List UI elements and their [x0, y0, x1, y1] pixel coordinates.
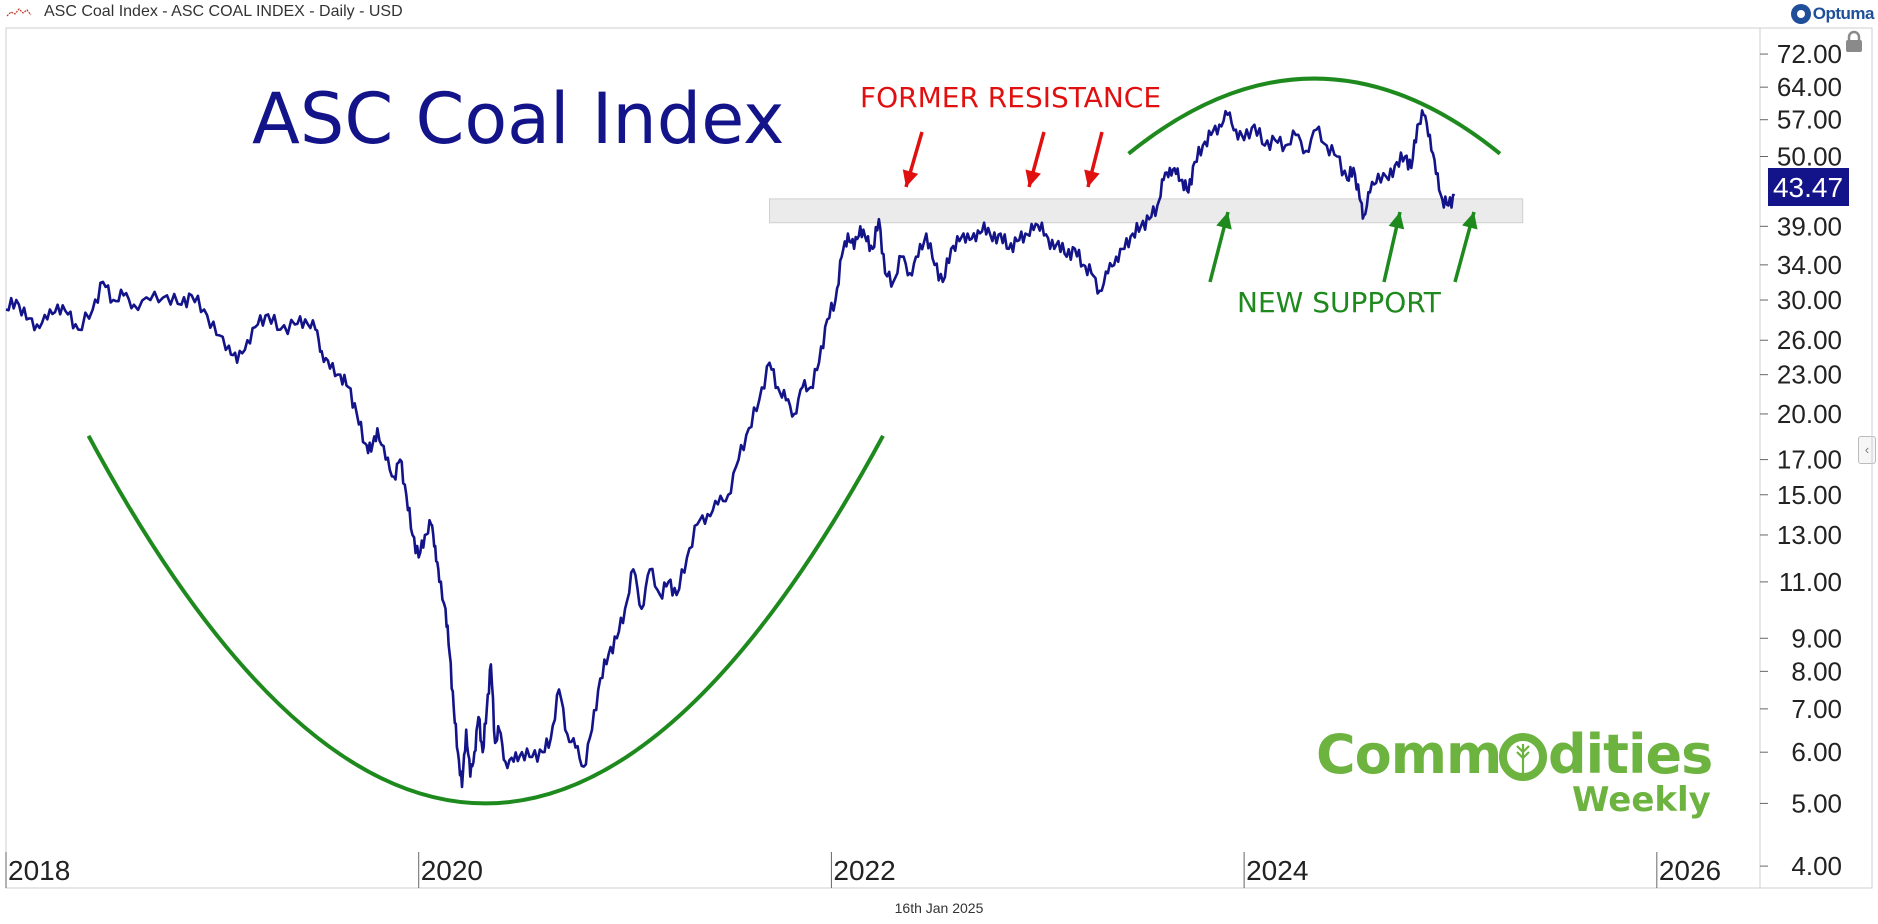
x-axis: 2018 2020 2022 2024 2026 — [5, 852, 1721, 888]
x-tick-label: 2018 — [8, 855, 70, 886]
former-resistance-label: FORMER RESISTANCE — [860, 81, 1161, 114]
resistance-arrow-2 — [1025, 131, 1046, 188]
chart-header-title: ASC Coal Index - ASC COAL INDEX - Daily … — [44, 3, 403, 20]
y-tick-label: 64.00 — [1777, 72, 1842, 102]
optuma-logo-icon — [1790, 4, 1811, 24]
x-tick-label: 2022 — [833, 855, 895, 886]
y-tick-label: 7.00 — [1791, 694, 1842, 724]
y-tick-label: 20.00 — [1777, 399, 1842, 429]
resistance-arrow-3 — [1084, 131, 1104, 188]
pattern-arcs — [86, 76, 1502, 806]
y-tick-label: 50.00 — [1777, 142, 1842, 172]
support-arrow-1 — [1208, 211, 1232, 283]
y-tick-label: 15.00 — [1777, 480, 1842, 510]
y-tick-label: 57.00 — [1777, 105, 1842, 135]
lock-icon[interactable] — [1843, 30, 1865, 54]
last-value-text: 43.47 — [1773, 172, 1843, 203]
y-tick-label: 4.00 — [1791, 851, 1842, 881]
y-tick-label: 5.00 — [1791, 788, 1842, 818]
y-tick-label: 9.00 — [1791, 623, 1842, 653]
y-tick-label: 17.00 — [1777, 445, 1842, 475]
y-tick-label: 26.00 — [1777, 325, 1842, 355]
resistance-arrow-1 — [902, 131, 924, 188]
svg-text:Weekly: Weekly — [1572, 780, 1711, 820]
x-tick-label: 2026 — [1659, 855, 1721, 886]
chart-header: ASC Coal Index - ASC COAL INDEX - Daily … — [0, 0, 1878, 26]
svg-text:Comm: Comm — [1316, 723, 1501, 786]
y-tick-label: 72.00 — [1777, 39, 1842, 69]
support-arrow-3 — [1453, 211, 1478, 283]
last-value-badge: 43.47 — [1768, 168, 1849, 206]
y-tick-label: 23.00 — [1777, 360, 1842, 390]
svg-text:dities: dities — [1548, 723, 1712, 786]
asc-coal-index-line — [5, 109, 1456, 789]
chart-frame — [5, 27, 1873, 889]
y-tick-label: 30.00 — [1777, 285, 1842, 315]
commodities-weekly-logo: Comm dities Weekly — [1316, 723, 1713, 820]
optuma-brand: Optuma — [1790, 2, 1875, 26]
new-support-label: NEW SUPPORT — [1237, 286, 1442, 319]
x-tick-label: 2020 — [421, 855, 483, 886]
rounding-top-arc — [1127, 76, 1502, 156]
y-tick-label: 8.00 — [1791, 656, 1842, 686]
y-tick-label: 11.00 — [1779, 567, 1842, 597]
footer-date: 16th Jan 2025 — [894, 900, 984, 916]
support-arrow-2 — [1382, 211, 1405, 283]
x-tick-label: 2024 — [1246, 855, 1308, 886]
y-tick-label: 39.00 — [1777, 211, 1842, 241]
annotation-arrows — [902, 131, 1478, 283]
series-line — [5, 109, 1456, 789]
mini-chart-icon — [6, 8, 32, 17]
chart-title: ASC Coal Index — [252, 78, 784, 160]
y-tick-label: 6.00 — [1791, 737, 1842, 767]
plot-border — [5, 27, 1873, 889]
optuma-brand-text: Optuma — [1812, 4, 1875, 23]
y-tick-label: 34.00 — [1777, 250, 1842, 280]
y-tick-label: 13.00 — [1777, 520, 1842, 550]
rounding-bottom-arc — [86, 434, 885, 806]
